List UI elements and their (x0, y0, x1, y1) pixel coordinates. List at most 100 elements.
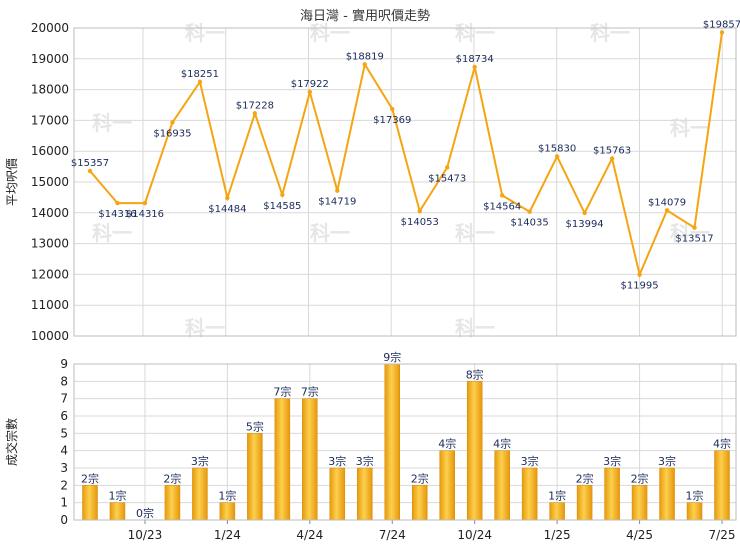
price-point (472, 64, 477, 70)
bar-y-tick-label: 3 (60, 461, 68, 475)
watermark-text: 科一 (185, 21, 225, 45)
transaction-bar (247, 433, 263, 521)
bar-y-tick-label: 1 (60, 496, 68, 510)
x-tick-label: 1/25 (544, 528, 571, 542)
bar-data-label: 8宗 (466, 367, 484, 381)
bar-plot-frame (73, 363, 737, 521)
chart-title: 海日灣 - 實用呎價走勢 (300, 8, 430, 24)
price-data-label: $13994 (566, 219, 604, 230)
x-tick-label: 4/24 (296, 528, 323, 542)
transaction-bar (384, 363, 401, 521)
line-y-tick-label: 20000 (31, 21, 69, 35)
bar-data-label: 3宗 (356, 454, 374, 468)
bar-y-tick-label: 4 (60, 444, 68, 458)
price-point (280, 192, 285, 197)
price-data-label: $14585 (263, 201, 301, 212)
transaction-bar (549, 502, 565, 521)
price-point (197, 79, 203, 85)
bar-data-label: 2宗 (631, 471, 649, 485)
watermark-text: 科一 (455, 221, 495, 245)
line-plot-frame (73, 27, 737, 337)
transaction-bar (274, 398, 291, 521)
watermark-text: 科一 (92, 111, 132, 135)
price-point (225, 195, 230, 201)
watermark-text: 科一 (92, 221, 132, 245)
x-tick-label: 4/25 (626, 528, 653, 542)
line-y-tick-label: 13000 (31, 237, 69, 251)
transaction-bar (494, 450, 510, 521)
bar-data-label: 7宗 (301, 385, 319, 399)
price-data-label: $18819 (346, 51, 384, 62)
bar-data-label: 5宗 (246, 419, 264, 433)
bar-data-label: 1宗 (218, 489, 236, 503)
x-tick-label: 10/23 (128, 528, 163, 542)
transaction-bar (219, 502, 236, 521)
bar-data-label: 1宗 (108, 489, 126, 503)
transaction-bar (576, 485, 593, 521)
price-data-label: $14079 (648, 197, 686, 208)
price-trend-line (89, 32, 723, 278)
price-data-label: $14316 (126, 209, 164, 220)
transaction-bar (109, 502, 126, 521)
price-data-label: $14053 (401, 217, 439, 228)
price-point (664, 208, 670, 213)
transaction-bar (164, 485, 181, 521)
price-point (582, 210, 587, 216)
price-point (142, 200, 148, 206)
bar-y-tick-label: 7 (60, 392, 68, 406)
bar-data-label: 1宗 (686, 489, 704, 503)
transaction-bar (631, 485, 648, 521)
transaction-bar (686, 502, 703, 521)
watermark-text: 科一 (310, 221, 350, 245)
price-data-label: $17228 (236, 100, 274, 111)
price-data-label: $15763 (593, 145, 631, 156)
price-data-label: $15473 (428, 173, 466, 184)
transaction-bar (192, 467, 208, 521)
price-point (554, 154, 560, 159)
price-point (417, 208, 422, 214)
line-y-tick-label: 18000 (31, 83, 69, 97)
price-point (637, 272, 642, 277)
line-y-tick-label: 17000 (31, 113, 69, 127)
price-point (170, 120, 175, 125)
bar-data-label: 2宗 (411, 471, 429, 485)
transaction-bar (302, 398, 318, 521)
bar-y-tick-label: 9 (60, 357, 68, 371)
x-tick-label: 7/24 (379, 528, 406, 542)
transaction-bar (411, 485, 428, 521)
bar-data-label: 2宗 (81, 471, 99, 485)
transaction-bar (604, 467, 620, 521)
bar-y-tick-label: 6 (60, 409, 68, 423)
price-data-label: $19857 (703, 19, 740, 30)
price-data-label: $16935 (153, 128, 191, 139)
line-y-axis-label: 平均呎價 (5, 158, 19, 206)
transaction-bar (357, 467, 373, 521)
transaction-bar (439, 450, 455, 521)
price-point (499, 193, 505, 198)
price-point (527, 209, 532, 214)
line-y-tick-label: 11000 (31, 298, 69, 312)
x-tick-label: 10/24 (457, 528, 492, 542)
bar-data-label: 9宗 (383, 350, 401, 364)
bar-data-label: 4宗 (438, 437, 456, 451)
price-point (87, 168, 93, 174)
watermark-text: 科一 (590, 21, 630, 45)
watermark-text: 科一 (670, 116, 710, 140)
watermark-text: 科一 (310, 21, 350, 45)
bar-data-label: 3宗 (328, 454, 346, 468)
price-point (692, 225, 697, 230)
transaction-bar (659, 467, 675, 521)
line-y-tick-label: 10000 (31, 329, 69, 343)
bar-plot-background (74, 364, 736, 520)
price-point (609, 156, 615, 161)
bar-data-label: 3宗 (191, 454, 209, 468)
price-point (252, 111, 258, 116)
price-data-label: $15357 (71, 158, 109, 169)
transaction-bar (329, 467, 346, 521)
line-y-tick-label: 14000 (31, 206, 69, 220)
transaction-bar (466, 381, 483, 521)
transaction-bar (714, 450, 730, 521)
bar-y-axis-label: 成交宗數 (4, 418, 19, 466)
line-y-tick-label: 16000 (31, 144, 69, 158)
